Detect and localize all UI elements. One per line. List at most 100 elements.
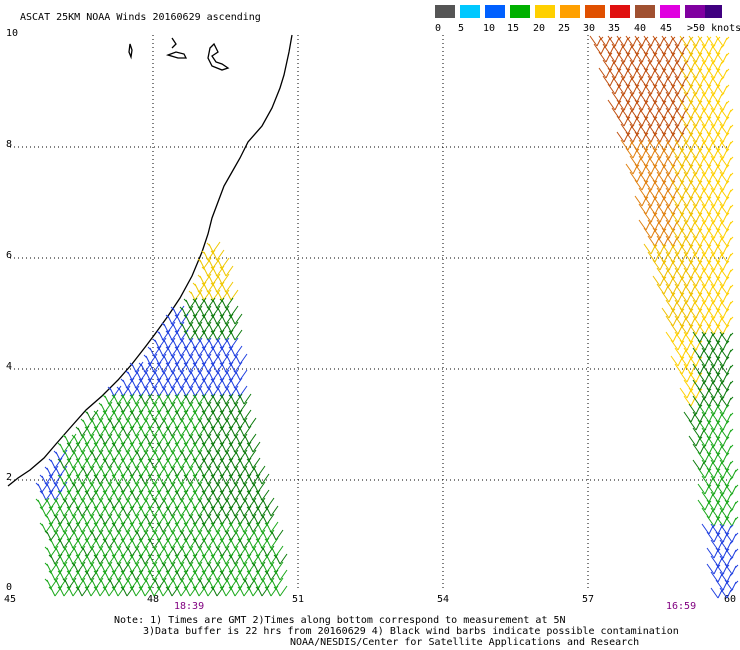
wind-barb <box>192 393 207 405</box>
wind-barb <box>706 35 721 47</box>
legend-swatch-1 <box>435 5 455 18</box>
wind-barb <box>625 83 640 95</box>
wind-barb <box>174 361 189 373</box>
wind-barb <box>661 259 676 271</box>
lat-lon-grid <box>10 35 730 590</box>
wind-barb <box>688 387 703 399</box>
wind-barb <box>228 361 243 373</box>
pass-time-left: 18:39 <box>174 601 204 612</box>
wind-barb <box>219 409 234 421</box>
wind-barb <box>670 51 685 63</box>
wind-barb <box>706 275 721 287</box>
wind-speed-legend <box>435 5 722 18</box>
wind-barb <box>688 67 703 79</box>
wind-barb <box>679 179 694 191</box>
wind-barb <box>697 451 712 463</box>
wind-barb <box>679 67 694 79</box>
wind-barb <box>183 345 198 357</box>
wind-barb <box>643 99 658 111</box>
wind-barb <box>715 99 730 111</box>
wind-barb <box>273 553 288 565</box>
wind-barb <box>697 339 712 351</box>
legend-label-20: 20 <box>533 23 545 34</box>
wind-barb <box>688 243 703 255</box>
wind-barb <box>138 473 153 485</box>
wind-barb <box>697 35 712 47</box>
wind-barb <box>120 489 135 501</box>
wind-barb <box>670 195 685 207</box>
wind-barb <box>183 473 198 485</box>
wind-barb <box>183 297 198 309</box>
wind-barb <box>706 467 721 479</box>
legend-label-5: 5 <box>458 23 464 34</box>
wind-barb <box>706 83 721 95</box>
wind-barb <box>147 345 162 357</box>
wind-barb <box>165 313 180 325</box>
wind-barb <box>706 387 721 399</box>
wind-barb <box>670 131 685 143</box>
wind-barb <box>57 473 72 485</box>
wind-barb <box>201 377 216 389</box>
wind-barb <box>688 291 703 303</box>
wind-barb <box>120 393 135 405</box>
wind-barb <box>715 291 730 303</box>
legend-swatch-9 <box>635 5 655 18</box>
wind-barb <box>616 51 631 63</box>
wind-barb <box>210 409 225 421</box>
wind-barb <box>138 489 153 501</box>
wind-barb <box>724 467 739 479</box>
wind-barb <box>715 259 730 271</box>
wind-barb <box>201 297 216 309</box>
wind-barb <box>80 417 95 429</box>
wind-barb <box>607 51 622 63</box>
wind-barb <box>715 403 730 415</box>
wind-barb <box>625 35 640 47</box>
wind-barb <box>697 435 712 447</box>
wind-barb <box>679 35 694 47</box>
wind-barb <box>188 289 203 301</box>
legend-label-10: 10 <box>483 23 495 34</box>
wind-barb <box>652 259 667 271</box>
wind-barb <box>679 259 694 271</box>
wind-barb <box>75 473 90 485</box>
wind-barb <box>219 473 234 485</box>
wind-barb <box>679 339 694 351</box>
wind-barb <box>643 83 658 95</box>
wind-barb <box>165 489 180 501</box>
wind-barb <box>219 345 234 357</box>
wind-barb <box>661 35 676 47</box>
wind-barb <box>715 275 730 287</box>
wind-barb <box>228 329 243 341</box>
wind-barb <box>35 497 50 509</box>
wind-barb <box>201 329 216 341</box>
wind-barb <box>174 409 189 421</box>
legend-swatch-11 <box>685 5 705 18</box>
island-1 <box>128 43 133 60</box>
wind-barb <box>607 67 622 79</box>
wind-barb <box>679 291 694 303</box>
wind-barb <box>129 489 144 501</box>
wind-barb <box>679 115 694 127</box>
wind-barb <box>715 35 730 47</box>
y-tick-8: 8 <box>6 139 12 150</box>
wind-barb <box>84 457 99 469</box>
wind-barb <box>706 355 721 367</box>
wind-barb <box>688 163 703 175</box>
wind-barb <box>174 329 189 341</box>
wind-barb <box>62 433 77 445</box>
wind-barb <box>197 273 212 285</box>
wind-barb <box>111 473 126 485</box>
wind-barb <box>706 307 721 319</box>
wind-barb <box>679 307 694 319</box>
wind-barb <box>39 473 54 485</box>
wind-barb <box>165 585 180 597</box>
wind-barb <box>661 227 676 239</box>
wind-barb <box>719 107 734 119</box>
wind-barb <box>715 227 730 239</box>
wind-barb <box>706 499 721 511</box>
wind-barb <box>120 441 135 453</box>
wind-barb <box>697 147 712 159</box>
wind-barb <box>688 275 703 287</box>
wind-barb <box>111 409 126 421</box>
wind-barb <box>706 195 721 207</box>
